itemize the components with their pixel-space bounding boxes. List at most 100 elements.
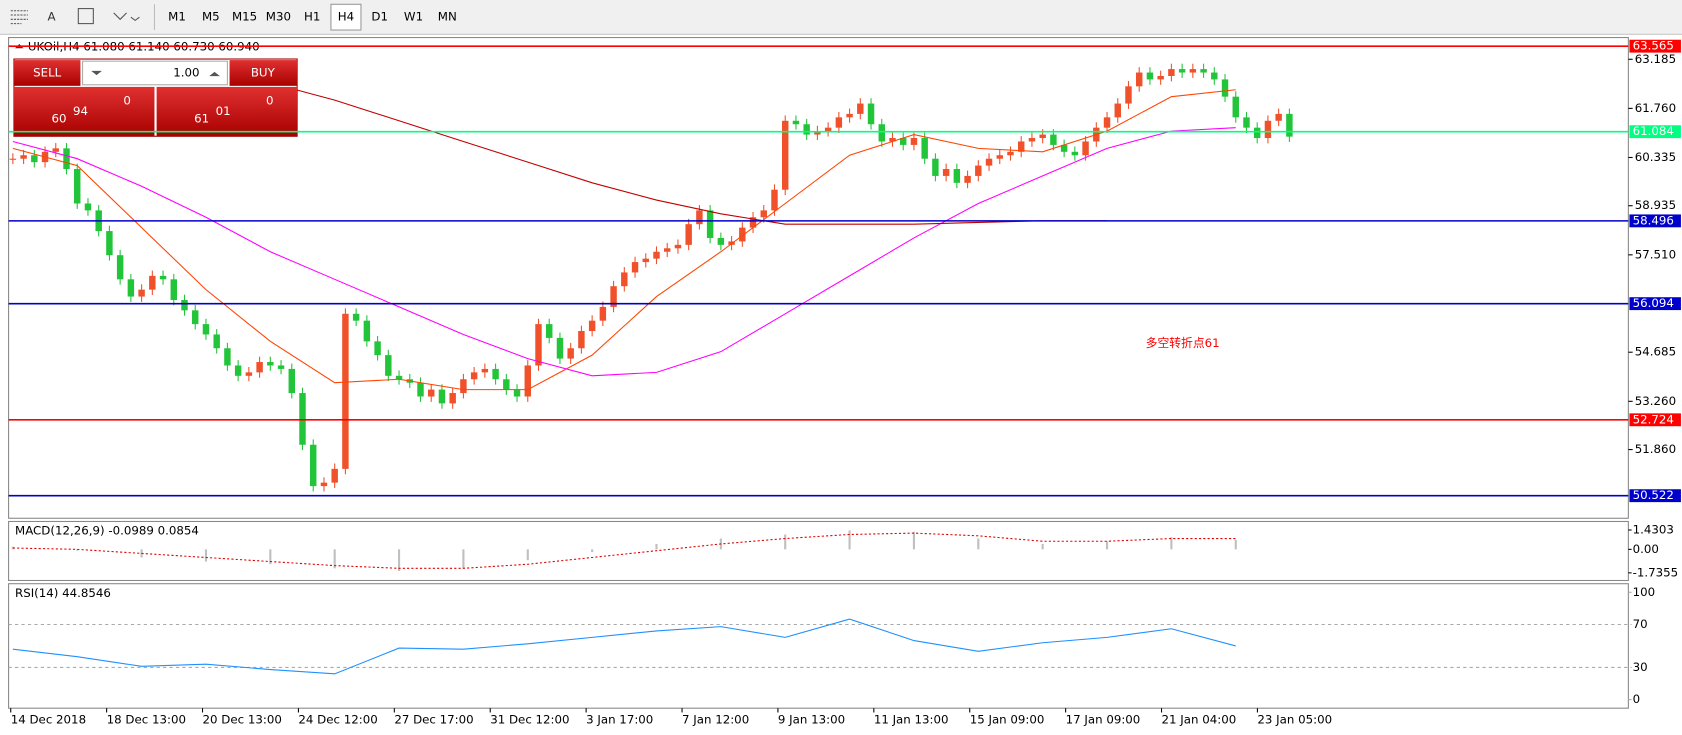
candle bbox=[1071, 146, 1079, 161]
candle-body bbox=[1146, 72, 1154, 80]
candle bbox=[1146, 67, 1154, 85]
lot-down[interactable] bbox=[91, 70, 102, 76]
y-tick-label: 53.260 bbox=[1635, 394, 1676, 408]
macd-bar bbox=[397, 549, 401, 572]
candle-body bbox=[664, 248, 671, 252]
text-tool-icon[interactable]: A bbox=[47, 10, 55, 24]
candle bbox=[63, 142, 70, 175]
moving-average bbox=[270, 82, 1108, 225]
buy-button[interactable] bbox=[229, 60, 298, 86]
candle-body bbox=[181, 299, 188, 311]
period-button[interactable]: H4 bbox=[338, 10, 354, 24]
candle-body bbox=[417, 382, 424, 397]
candle bbox=[749, 211, 757, 233]
macd-bar bbox=[977, 538, 980, 550]
candle-body bbox=[599, 306, 607, 321]
ask-big: 61 bbox=[194, 112, 209, 126]
candle-body bbox=[342, 313, 349, 469]
candle bbox=[1135, 67, 1143, 92]
lot-field[interactable] bbox=[82, 60, 228, 86]
candle-body bbox=[31, 155, 38, 163]
crosshair-icon[interactable] bbox=[10, 10, 28, 25]
candle-body bbox=[1189, 69, 1197, 73]
candle bbox=[1007, 146, 1014, 161]
buy-label[interactable]: BUY bbox=[251, 65, 276, 79]
level-label: 50.522 bbox=[1633, 488, 1674, 502]
candle bbox=[835, 111, 843, 134]
candle bbox=[1253, 122, 1261, 144]
candle bbox=[1103, 111, 1111, 134]
candle-body bbox=[449, 393, 456, 404]
candle bbox=[374, 335, 381, 361]
candle bbox=[352, 308, 360, 327]
macd-bar bbox=[1234, 539, 1237, 550]
candle bbox=[460, 373, 467, 399]
y-tick-label: 60.335 bbox=[1635, 150, 1676, 164]
y-tick-label: 58.935 bbox=[1635, 198, 1676, 212]
candle bbox=[1189, 63, 1197, 78]
candle-body bbox=[1286, 113, 1293, 137]
candle-body bbox=[1071, 151, 1079, 156]
period-button[interactable]: M1 bbox=[168, 10, 186, 24]
period-button[interactable]: MN bbox=[438, 10, 457, 24]
period-button[interactable]: M15 bbox=[232, 10, 257, 24]
candle bbox=[20, 149, 27, 165]
candle-body bbox=[1211, 72, 1218, 80]
period-active[interactable] bbox=[330, 3, 362, 31]
lot-value[interactable]: 1.00 bbox=[173, 65, 199, 79]
candle bbox=[932, 153, 939, 182]
period-button[interactable]: W1 bbox=[404, 10, 423, 24]
y-tick-label: 57.510 bbox=[1635, 247, 1676, 261]
candle bbox=[610, 280, 617, 313]
bid-main: 94 bbox=[73, 104, 88, 118]
candle bbox=[331, 463, 338, 489]
candle-body bbox=[546, 324, 553, 338]
candle bbox=[84, 198, 92, 216]
candle-body bbox=[234, 365, 242, 376]
candle bbox=[846, 108, 853, 123]
period-button[interactable]: H1 bbox=[304, 10, 320, 24]
candle-body bbox=[170, 279, 177, 300]
macd-bar bbox=[784, 534, 787, 550]
candle-body bbox=[889, 138, 896, 142]
macd-panel bbox=[8, 520, 1629, 582]
candle bbox=[878, 118, 885, 147]
candle bbox=[942, 163, 950, 182]
candle bbox=[1125, 80, 1132, 109]
candle-body bbox=[470, 372, 478, 380]
macd-bar bbox=[269, 549, 272, 565]
label-tool-icon[interactable] bbox=[77, 8, 94, 25]
macd-label: MACD(12,26,9) -0.0989 0.0854 bbox=[15, 524, 199, 538]
lot-up[interactable] bbox=[209, 71, 220, 77]
candle bbox=[910, 132, 918, 151]
arrows-icon[interactable] bbox=[113, 12, 140, 22]
sell-button[interactable] bbox=[13, 60, 81, 86]
candle bbox=[664, 242, 671, 258]
period-button[interactable]: D1 bbox=[371, 10, 388, 24]
candle bbox=[1178, 63, 1186, 78]
candle bbox=[1221, 74, 1229, 103]
period-button[interactable]: M5 bbox=[202, 10, 220, 24]
candle bbox=[288, 363, 295, 399]
candle-body bbox=[782, 120, 789, 190]
date-label: 3 Jan 17:00 bbox=[586, 712, 653, 726]
sell-label[interactable]: SELL bbox=[33, 65, 62, 79]
date-label: 11 Jan 13:00 bbox=[874, 712, 949, 726]
macd-bar bbox=[655, 543, 658, 550]
candle-body bbox=[760, 210, 767, 218]
candle-body bbox=[857, 103, 864, 114]
candle-body bbox=[567, 348, 574, 359]
candle bbox=[428, 384, 435, 402]
bid-box[interactable] bbox=[13, 86, 155, 137]
candle bbox=[814, 125, 821, 140]
ask-box[interactable] bbox=[156, 86, 298, 137]
period-button[interactable]: M30 bbox=[266, 10, 291, 24]
level-label: 52.724 bbox=[1633, 412, 1674, 426]
candle bbox=[996, 149, 1003, 165]
candle bbox=[342, 308, 349, 475]
candle-body bbox=[953, 169, 961, 183]
candle-body bbox=[492, 368, 499, 380]
rsi-tick-label: 30 bbox=[1633, 660, 1648, 674]
candle bbox=[899, 132, 907, 151]
